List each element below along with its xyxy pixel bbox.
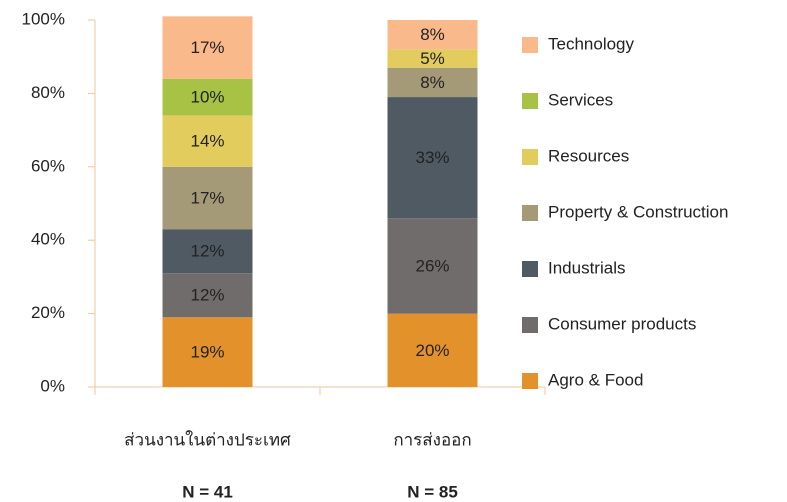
legend-swatch bbox=[522, 373, 538, 389]
legend-swatch bbox=[522, 149, 538, 165]
legend-label: Technology bbox=[548, 34, 635, 53]
bar-segment bbox=[162, 16, 253, 79]
bar-segment bbox=[387, 20, 478, 50]
data-label: 17% bbox=[190, 38, 224, 57]
bar-segment bbox=[387, 218, 478, 314]
bar-segment bbox=[162, 229, 253, 274]
legend-swatch bbox=[522, 205, 538, 221]
bar-segment bbox=[162, 273, 253, 318]
legend-swatch bbox=[522, 37, 538, 53]
data-label: 33% bbox=[415, 148, 449, 167]
data-label: 20% bbox=[415, 341, 449, 360]
legend-label: Resources bbox=[548, 146, 629, 165]
data-label: 12% bbox=[190, 242, 224, 261]
x-tick-label: การส่งออก bbox=[393, 430, 471, 449]
bar-segment bbox=[387, 97, 478, 219]
data-label: 5% bbox=[420, 49, 445, 68]
data-label: 14% bbox=[190, 132, 224, 151]
y-tick-label: 40% bbox=[31, 230, 65, 249]
y-tick-label: 20% bbox=[31, 303, 65, 322]
bar-segment bbox=[162, 115, 253, 167]
bar-segment bbox=[162, 166, 253, 230]
data-label: 19% bbox=[190, 343, 224, 362]
sample-size: N = 85 bbox=[407, 482, 458, 501]
bar-segment bbox=[387, 49, 478, 68]
bar-segment bbox=[387, 313, 478, 387]
y-tick-label: 80% bbox=[31, 83, 65, 102]
legend-label: Services bbox=[548, 90, 613, 109]
y-tick-label: 100% bbox=[22, 9, 65, 28]
y-tick-label: 0% bbox=[40, 376, 65, 395]
legend-swatch bbox=[522, 93, 538, 109]
data-label: 26% bbox=[415, 256, 449, 275]
x-tick-label: ส่วนงานในต่างประเทศ bbox=[124, 429, 291, 449]
legend-label: Agro & Food bbox=[548, 370, 643, 389]
legend-label: Industrials bbox=[548, 258, 625, 277]
legend-label: Property & Construction bbox=[548, 202, 728, 221]
data-label: 8% bbox=[420, 25, 445, 44]
data-label: 12% bbox=[190, 286, 224, 305]
legend-label: Consumer products bbox=[548, 314, 696, 333]
sample-size: N = 41 bbox=[182, 482, 233, 501]
bar-segment bbox=[162, 78, 253, 116]
bar-segment bbox=[162, 317, 253, 387]
legend-swatch bbox=[522, 261, 538, 277]
data-label: 10% bbox=[190, 88, 224, 107]
bar-segment bbox=[387, 67, 478, 98]
data-label: 8% bbox=[420, 73, 445, 92]
legend-swatch bbox=[522, 317, 538, 333]
y-tick-label: 60% bbox=[31, 156, 65, 175]
data-label: 17% bbox=[190, 188, 224, 207]
